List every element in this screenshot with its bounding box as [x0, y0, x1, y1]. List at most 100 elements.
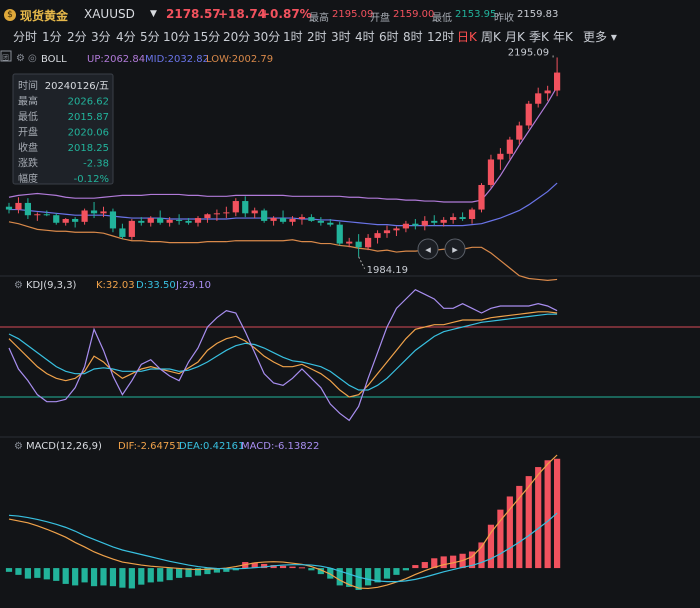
- candle-body[interactable]: [459, 217, 466, 219]
- candle-body[interactable]: [194, 218, 202, 223]
- candle-body[interactable]: [15, 202, 22, 210]
- tab-timeframe-7[interactable]: 15分: [193, 30, 221, 44]
- instrument-symbol[interactable]: XAUUSD: [84, 7, 135, 21]
- candle-body[interactable]: [204, 214, 211, 219]
- tab-timeframe-15[interactable]: 8时: [403, 30, 423, 44]
- candle-body[interactable]: [128, 220, 135, 237]
- candle-body[interactable]: [317, 220, 324, 223]
- candle-body[interactable]: [554, 72, 561, 91]
- candle-body[interactable]: [34, 214, 41, 216]
- candle-body[interactable]: [279, 218, 287, 222]
- candle-body[interactable]: [374, 233, 381, 238]
- candle-body[interactable]: [270, 218, 277, 221]
- low-label: 最低: [432, 13, 452, 24]
- candle-body[interactable]: [346, 241, 353, 244]
- tab-timeframe-22[interactable]: 更多 ▾: [583, 30, 617, 44]
- macd-bar: [194, 568, 202, 576]
- candle-body[interactable]: [81, 210, 88, 222]
- candle-body[interactable]: [53, 215, 60, 223]
- candle-body[interactable]: [327, 222, 334, 225]
- skip-back-icon[interactable]: ◂: [425, 243, 431, 256]
- candle-body[interactable]: [497, 153, 504, 160]
- skip-back-icon-button[interactable]: [417, 238, 439, 260]
- tab-timeframe-2[interactable]: 2分: [67, 30, 87, 44]
- tab-timeframe-8[interactable]: 20分: [223, 30, 251, 44]
- caret-down-icon[interactable]: ▼: [150, 9, 157, 19]
- tab-timeframe-4[interactable]: 4分: [116, 30, 136, 44]
- candle-body[interactable]: [43, 214, 50, 216]
- prev-close-value: 2159.83: [517, 9, 559, 20]
- candle-body[interactable]: [355, 241, 362, 248]
- candle-body[interactable]: [242, 201, 249, 214]
- candle-body[interactable]: [176, 219, 183, 221]
- candle-body[interactable]: [62, 218, 69, 223]
- candle-body[interactable]: [24, 202, 31, 216]
- skip-forward-icon-button[interactable]: [444, 238, 466, 260]
- candle-body[interactable]: [72, 218, 79, 222]
- skip-forward-icon[interactable]: ▸: [452, 243, 458, 256]
- tab-timeframe-14[interactable]: 6时: [379, 30, 399, 44]
- candle-body[interactable]: [90, 210, 98, 214]
- candle-body[interactable]: [100, 211, 107, 214]
- candle-body[interactable]: [431, 220, 438, 223]
- candle-body[interactable]: [232, 201, 239, 213]
- candle-body[interactable]: [213, 213, 220, 215]
- instrument-name[interactable]: 现货黄金: [20, 9, 69, 23]
- candle-body[interactable]: [185, 220, 192, 223]
- tab-timeframe-6[interactable]: 10分: [163, 30, 191, 44]
- candle-body[interactable]: [544, 90, 551, 94]
- candle-body[interactable]: [412, 223, 419, 226]
- tab-timeframe-21[interactable]: 年K: [553, 30, 573, 44]
- candle-body[interactable]: [393, 228, 400, 231]
- tab-timeframe-16[interactable]: 12时: [427, 30, 455, 44]
- tab-timeframe-13[interactable]: 4时: [355, 30, 375, 44]
- candle-body[interactable]: [402, 223, 409, 229]
- tab-timeframe-9[interactable]: 30分: [253, 30, 281, 44]
- candle-body[interactable]: [468, 209, 476, 219]
- candle-body[interactable]: [516, 125, 523, 140]
- candle-body[interactable]: [5, 206, 13, 210]
- collapse-icon[interactable]: [0, 50, 12, 62]
- candle-body[interactable]: [308, 217, 315, 221]
- candle-body[interactable]: [525, 103, 532, 126]
- candle-body[interactable]: [487, 159, 495, 185]
- tab-timeframe-17[interactable]: 日K: [457, 30, 477, 44]
- macd-bar: [261, 563, 268, 569]
- candle-body[interactable]: [535, 93, 542, 104]
- candle-body[interactable]: [336, 224, 343, 244]
- tab-timeframe-0[interactable]: 分时: [13, 30, 38, 44]
- candle-body[interactable]: [365, 237, 372, 248]
- tooltip-label: 涨跌: [18, 157, 38, 170]
- candle-body[interactable]: [147, 218, 154, 223]
- tab-timeframe-10[interactable]: 1时: [283, 30, 303, 44]
- tab-timeframe-3[interactable]: 3分: [91, 30, 111, 44]
- candle-body[interactable]: [138, 220, 145, 223]
- candle-body[interactable]: [166, 219, 173, 223]
- tab-timeframe-19[interactable]: 月K: [505, 30, 525, 44]
- tab-timeframe-18[interactable]: 周K: [481, 30, 501, 44]
- candle-body[interactable]: [223, 212, 230, 214]
- candle-body[interactable]: [109, 211, 117, 229]
- candle-body[interactable]: [440, 219, 447, 223]
- tab-timeframe-12[interactable]: 3时: [331, 30, 351, 44]
- candle-body[interactable]: [157, 218, 164, 223]
- candle-body[interactable]: [450, 217, 457, 220]
- tab-timeframe-5[interactable]: 5分: [140, 30, 160, 44]
- macd-bar: [279, 565, 287, 569]
- candle-body[interactable]: [289, 218, 296, 222]
- candle-body[interactable]: [506, 139, 513, 154]
- macd-bar: [402, 568, 409, 571]
- tab-timeframe-20[interactable]: 季K: [529, 30, 549, 44]
- candle-body[interactable]: [261, 210, 268, 221]
- tab-timeframe-11[interactable]: 2时: [307, 30, 327, 44]
- candle-body[interactable]: [251, 210, 258, 214]
- max-price-label: 2195.09: [508, 47, 549, 58]
- candle-body[interactable]: [421, 220, 428, 226]
- candle-body[interactable]: [478, 184, 485, 210]
- candle-body[interactable]: [298, 217, 306, 219]
- tab-timeframe-1[interactable]: 1分: [42, 30, 62, 44]
- candle-body[interactable]: [119, 228, 126, 237]
- min-price-label: 1984.19: [367, 265, 408, 276]
- candle-body[interactable]: [383, 230, 391, 234]
